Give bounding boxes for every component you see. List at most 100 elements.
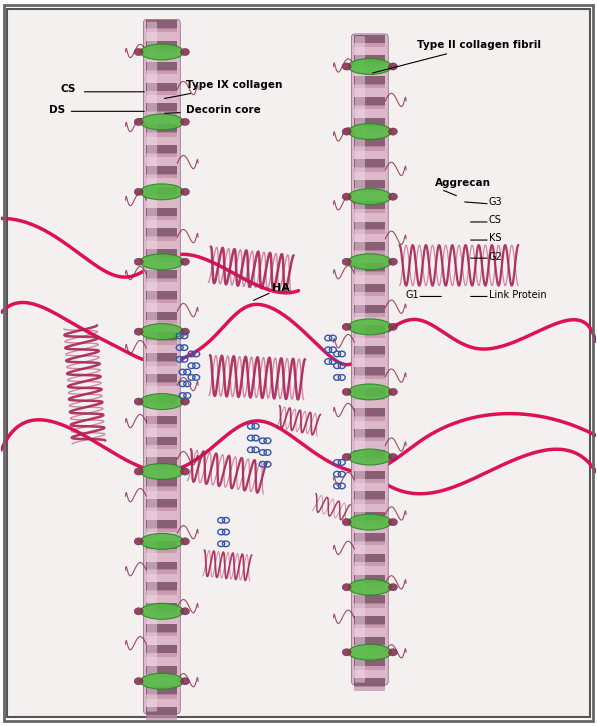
Bar bbox=[146, 174, 177, 178]
Bar bbox=[146, 382, 177, 386]
Bar bbox=[355, 201, 385, 209]
Bar bbox=[146, 478, 177, 487]
Ellipse shape bbox=[180, 188, 189, 195]
Bar bbox=[355, 242, 385, 251]
Bar bbox=[355, 367, 385, 375]
Bar bbox=[355, 333, 385, 338]
Bar bbox=[355, 541, 385, 545]
Bar bbox=[146, 499, 177, 507]
Ellipse shape bbox=[342, 388, 351, 396]
Ellipse shape bbox=[180, 468, 189, 475]
Bar bbox=[355, 416, 385, 420]
Ellipse shape bbox=[180, 677, 189, 685]
Bar bbox=[146, 416, 177, 425]
Bar bbox=[355, 686, 385, 690]
Bar bbox=[146, 715, 177, 719]
Bar bbox=[355, 375, 385, 379]
Ellipse shape bbox=[348, 319, 392, 335]
Bar bbox=[355, 118, 385, 126]
Ellipse shape bbox=[342, 193, 351, 200]
Ellipse shape bbox=[134, 468, 143, 475]
Ellipse shape bbox=[348, 645, 392, 660]
Ellipse shape bbox=[134, 608, 143, 615]
Bar bbox=[146, 20, 177, 29]
Bar bbox=[146, 707, 177, 716]
Bar bbox=[355, 666, 385, 670]
Bar bbox=[146, 590, 177, 595]
Bar bbox=[355, 292, 385, 296]
Bar bbox=[146, 41, 177, 49]
Ellipse shape bbox=[140, 673, 183, 689]
Bar bbox=[146, 49, 177, 53]
Bar bbox=[355, 55, 385, 64]
Text: CS: CS bbox=[489, 216, 501, 225]
Ellipse shape bbox=[140, 184, 183, 200]
Bar bbox=[146, 62, 177, 70]
Bar bbox=[146, 270, 177, 279]
Bar bbox=[355, 582, 385, 587]
Bar bbox=[146, 187, 177, 195]
Bar bbox=[355, 221, 385, 230]
Bar bbox=[355, 554, 385, 563]
Bar bbox=[146, 403, 177, 407]
Bar bbox=[146, 278, 177, 282]
Bar bbox=[355, 616, 385, 624]
Ellipse shape bbox=[348, 254, 392, 269]
Bar bbox=[355, 409, 385, 417]
Bar bbox=[146, 528, 177, 532]
Ellipse shape bbox=[134, 538, 143, 545]
Ellipse shape bbox=[342, 454, 351, 460]
Bar bbox=[355, 312, 385, 317]
Ellipse shape bbox=[180, 538, 189, 545]
Bar bbox=[146, 465, 177, 470]
Bar bbox=[146, 311, 177, 320]
Bar bbox=[146, 208, 177, 216]
Bar bbox=[146, 362, 177, 366]
Text: Type IX collagen: Type IX collagen bbox=[165, 80, 282, 99]
Bar bbox=[355, 624, 385, 628]
Ellipse shape bbox=[342, 63, 351, 70]
Text: G3: G3 bbox=[489, 197, 502, 208]
Bar bbox=[146, 28, 177, 33]
Bar bbox=[146, 624, 177, 632]
Bar bbox=[146, 132, 177, 136]
Bar bbox=[355, 437, 385, 441]
Bar bbox=[355, 574, 385, 583]
Bar bbox=[355, 678, 385, 687]
Bar bbox=[146, 541, 177, 550]
Ellipse shape bbox=[389, 193, 398, 200]
FancyBboxPatch shape bbox=[143, 20, 180, 714]
Bar bbox=[355, 250, 385, 255]
Bar bbox=[146, 374, 177, 383]
Ellipse shape bbox=[140, 254, 183, 269]
Ellipse shape bbox=[348, 123, 392, 139]
Text: KS: KS bbox=[489, 234, 501, 243]
Bar bbox=[355, 325, 385, 334]
Ellipse shape bbox=[348, 189, 392, 205]
Bar bbox=[146, 603, 177, 612]
Bar bbox=[355, 533, 385, 542]
Bar bbox=[355, 595, 385, 604]
Bar bbox=[146, 83, 177, 91]
Bar bbox=[355, 105, 385, 109]
Bar bbox=[146, 111, 177, 115]
Bar bbox=[146, 249, 177, 258]
Ellipse shape bbox=[134, 49, 143, 56]
Ellipse shape bbox=[348, 59, 392, 75]
Ellipse shape bbox=[348, 449, 392, 465]
Text: G2: G2 bbox=[489, 252, 503, 261]
Ellipse shape bbox=[134, 677, 143, 685]
Bar bbox=[355, 478, 385, 483]
Bar bbox=[355, 429, 385, 438]
Bar bbox=[146, 666, 177, 674]
Bar bbox=[355, 658, 385, 666]
Bar bbox=[355, 208, 385, 213]
Ellipse shape bbox=[342, 584, 351, 591]
Bar bbox=[146, 291, 177, 300]
Bar bbox=[146, 257, 177, 261]
Bar bbox=[146, 104, 177, 112]
Ellipse shape bbox=[389, 258, 398, 266]
Ellipse shape bbox=[180, 49, 189, 56]
Bar bbox=[355, 76, 385, 85]
Ellipse shape bbox=[342, 323, 351, 330]
